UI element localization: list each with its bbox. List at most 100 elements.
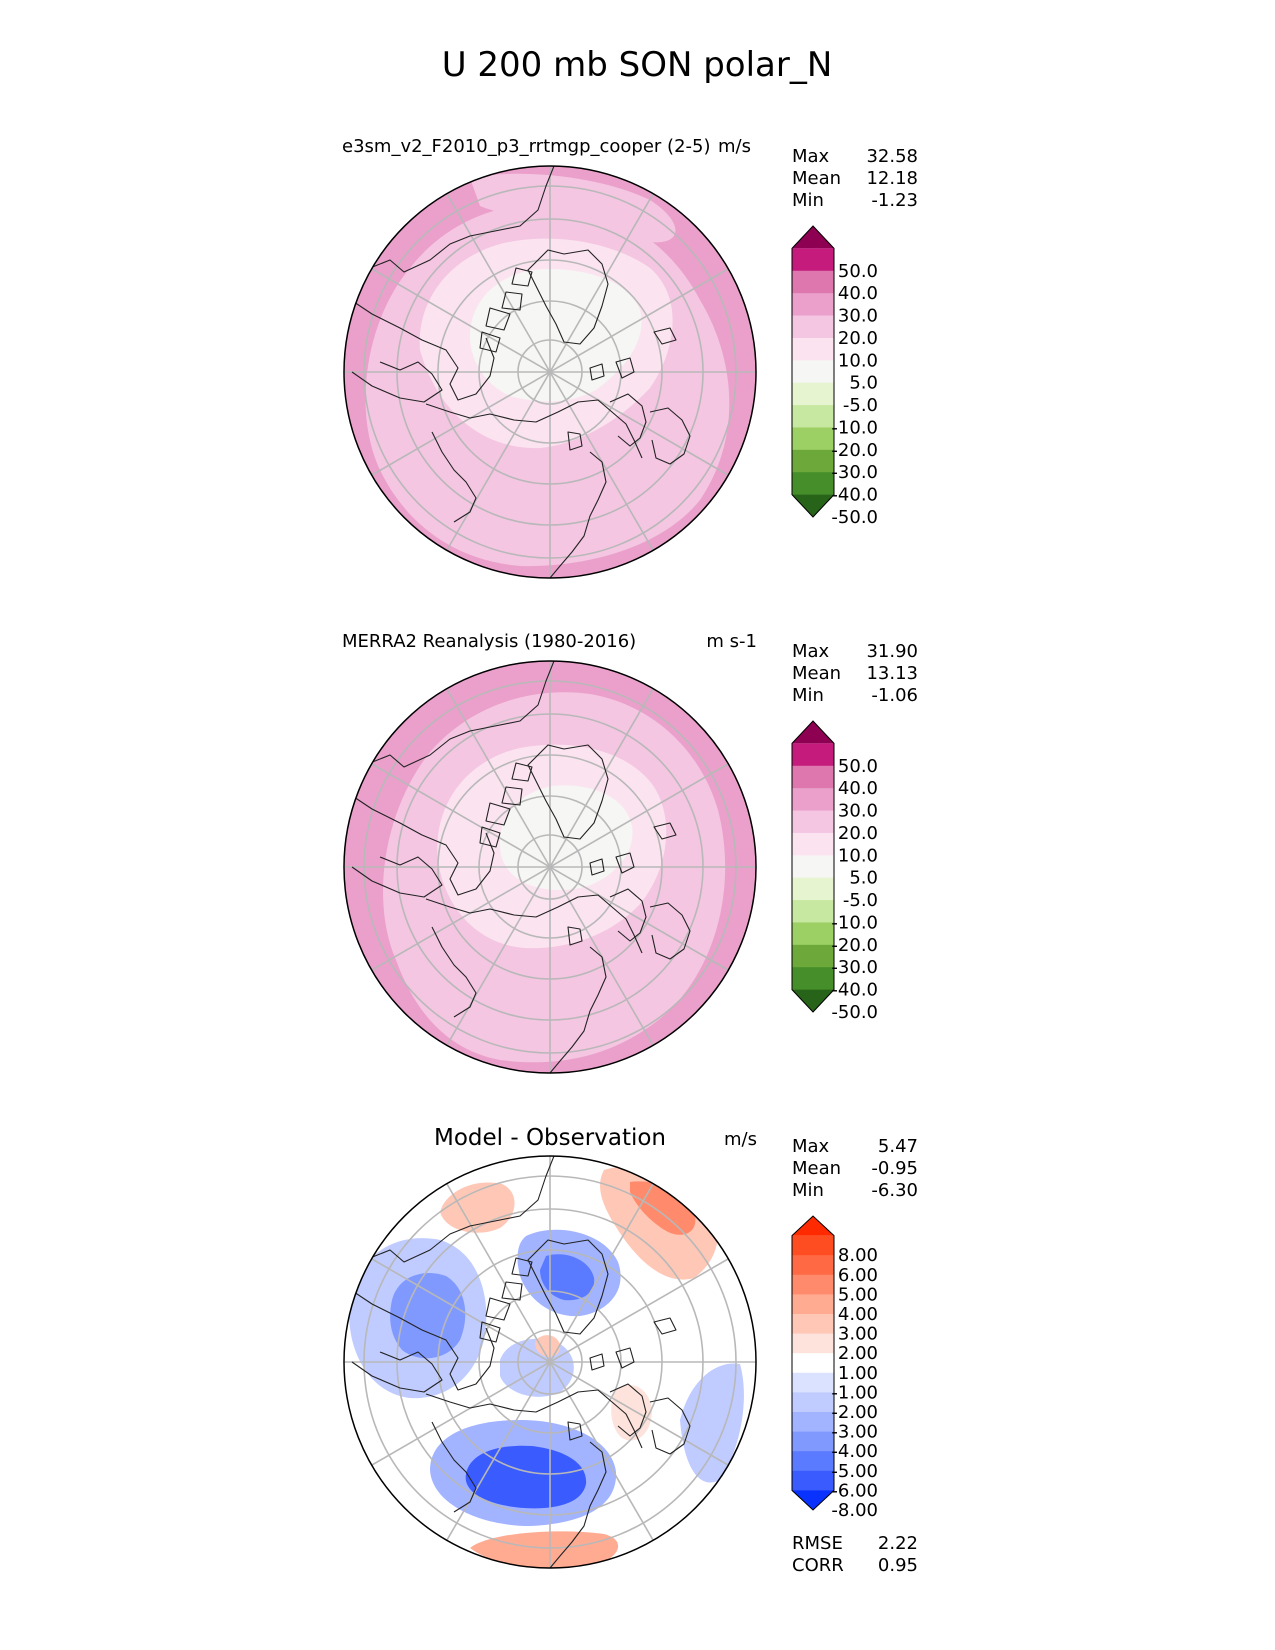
region-negative-north-core [540, 1254, 595, 1301]
figure-title: U 200 mb SON polar_N [442, 45, 833, 85]
colorbar-tick-label: 30.0 [838, 801, 878, 822]
colorbar-segment [792, 1294, 834, 1315]
colorbar-tick-label: -3.00 [831, 1422, 878, 1443]
colorbar-segment [792, 788, 834, 812]
colorbar-segment [792, 900, 834, 923]
colorbar-segment [792, 967, 834, 991]
colorbar-segment [792, 382, 834, 406]
stat-label: Min [792, 190, 824, 211]
colorbar-tick-label: 50.0 [838, 261, 878, 282]
panel-model: e3sm_v2_F2010_p3_rrtmgp_cooper (2-5) m/s… [342, 136, 918, 579]
colorbar: 50.040.030.020.010.05.0-5.0-10.0-20.0-30… [791, 720, 878, 1023]
colorbar-segment [792, 1451, 834, 1472]
metric-label: RMSE [792, 1533, 843, 1554]
stat-value: -1.23 [871, 190, 918, 211]
colorbar-tick-label: -50.0 [831, 507, 878, 528]
stat-label: Min [792, 685, 824, 706]
colorbar-segment [792, 877, 834, 901]
colorbar-tick-label: 2.00 [838, 1343, 878, 1364]
metric-value: 0.95 [878, 1555, 918, 1576]
stats: Max 32.58 Mean 12.18 Min -1.23 [792, 146, 918, 211]
colorbar-segment [792, 944, 834, 968]
map [344, 166, 756, 578]
stat-value: -6.30 [871, 1180, 918, 1201]
stat-label: Min [792, 1180, 824, 1201]
colorbar-segment [792, 405, 834, 428]
colorbar-outline [791, 720, 835, 1013]
colorbar-tick-label: -10.0 [831, 417, 878, 438]
stat-value: -1.06 [871, 685, 918, 706]
panel-units: m s-1 [706, 631, 757, 652]
colorbar-tick-label: 3.00 [838, 1324, 878, 1345]
map [344, 661, 756, 1073]
colorbar-segment [792, 360, 834, 384]
region-positive-south [470, 1531, 618, 1568]
region-negative-south-core [465, 1445, 587, 1509]
map [344, 1156, 756, 1568]
colorbar-segment [792, 427, 834, 451]
colorbar-segment [792, 1274, 834, 1295]
colorbar-extend-max [792, 226, 834, 249]
colorbar-segment [792, 472, 834, 496]
metrics: RMSE 2.22 CORR 0.95 [792, 1533, 918, 1576]
stat-label: Max [792, 146, 830, 167]
colorbar-tick-label: -8.00 [831, 1500, 878, 1521]
stat-value: 32.58 [866, 146, 918, 167]
colorbar-segment [792, 1431, 834, 1452]
panel-units: m/s [718, 136, 751, 157]
colorbar-extend-min [792, 494, 834, 517]
map-outline [343, 660, 757, 1074]
region-mid-latitudes-2 [470, 173, 676, 243]
metric-value: 2.22 [878, 1533, 918, 1554]
stat-label: Mean [792, 663, 841, 684]
colorbar-segment [792, 1333, 834, 1354]
region-positive-nw [440, 1182, 515, 1233]
region-positive-pole [535, 1335, 561, 1358]
colorbar-tick-label: 20.0 [838, 823, 878, 844]
panel-observation: MERRA2 Reanalysis (1980-2016) m s-1 Max … [342, 631, 918, 1074]
colorbar-segment [792, 743, 834, 767]
colorbar: 50.040.030.020.010.05.0-5.0-10.0-20.0-30… [791, 225, 878, 528]
metric-label: CORR [792, 1555, 844, 1576]
colorbar-extend-min [792, 989, 834, 1012]
colorbar-segment [792, 315, 834, 339]
colorbar-tick-label: -10.0 [831, 912, 878, 933]
colorbar-outline [791, 1215, 835, 1511]
colorbar-outline [791, 225, 835, 518]
colorbar-segment [792, 1235, 834, 1256]
stats: Max 5.47 Mean -0.95 Min -6.30 [792, 1136, 918, 1201]
colorbar-tick-label: 5.0 [849, 868, 878, 889]
colorbar-segment [792, 248, 834, 272]
colorbar-extend-min [792, 1490, 834, 1510]
panel-title: e3sm_v2_F2010_p3_rrtmgp_cooper (2-5) [342, 136, 711, 157]
stat-value: -0.95 [871, 1158, 918, 1179]
colorbar-tick-label: 4.00 [838, 1304, 878, 1325]
colorbar-tick-label: -1.00 [831, 1382, 878, 1403]
map-outline [343, 1155, 757, 1569]
colorbar-tick-label: -30.0 [831, 462, 878, 483]
colorbar-tick-label: -40.0 [831, 980, 878, 1001]
stats: Max 31.90 Mean 13.13 Min -1.06 [792, 641, 918, 706]
colorbar-segment [792, 855, 834, 879]
colorbar-tick-label: 10.0 [838, 350, 878, 371]
colorbar-tick-label: -40.0 [831, 485, 878, 506]
colorbar-extend-max [792, 721, 834, 744]
stat-label: Mean [792, 1158, 841, 1179]
region-polar-cap [470, 269, 642, 402]
colorbar-tick-label: -5.0 [843, 890, 878, 911]
colorbar-tick-label: -4.00 [831, 1441, 878, 1462]
colorbar-tick-label: -20.0 [831, 935, 878, 956]
colorbar-tick-label: 5.0 [849, 373, 878, 394]
stat-label: Mean [792, 168, 841, 189]
colorbar-extend-max [792, 1216, 834, 1236]
colorbar-segment [792, 1372, 834, 1393]
colorbar-segment [792, 1392, 834, 1413]
colorbar-tick-label: 20.0 [838, 328, 878, 349]
colorbar-tick-label: 6.00 [838, 1265, 878, 1286]
stat-label: Max [792, 641, 830, 662]
colorbar-segment [792, 1470, 834, 1491]
colorbar-segment [792, 270, 834, 294]
colorbar-segment [792, 922, 834, 946]
colorbar-segment [792, 810, 834, 834]
